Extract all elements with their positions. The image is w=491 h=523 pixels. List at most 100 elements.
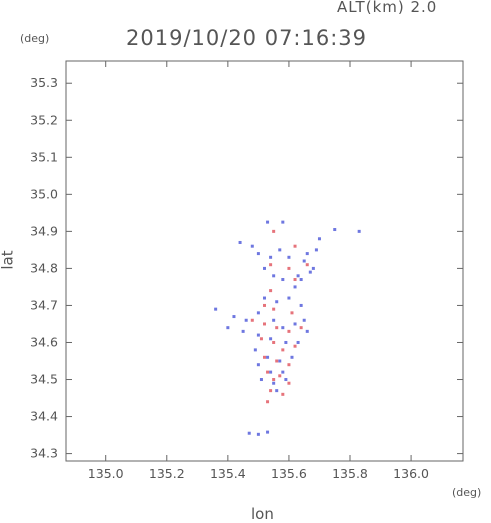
data-point xyxy=(269,370,273,374)
data-point xyxy=(293,285,297,289)
data-point xyxy=(281,278,285,282)
data-point xyxy=(250,318,254,322)
data-point xyxy=(238,240,242,244)
y-tick-label: 34.6 xyxy=(30,334,58,349)
y-axis-unit: (deg) xyxy=(20,32,50,45)
data-point xyxy=(281,370,285,374)
data-point xyxy=(263,266,266,270)
x-axis-label: lon xyxy=(251,505,274,523)
data-point xyxy=(293,278,297,282)
data-point xyxy=(253,348,257,352)
y-tick-label: 34.8 xyxy=(30,260,58,275)
data-point xyxy=(272,274,276,278)
data-point xyxy=(299,303,303,307)
y-tick-label: 34.9 xyxy=(30,223,58,238)
data-point xyxy=(232,315,236,319)
x-tick-label: 135.6 xyxy=(271,466,307,481)
data-point xyxy=(299,278,303,282)
data-point xyxy=(287,329,291,333)
data-point xyxy=(290,311,294,315)
data-point xyxy=(293,344,297,348)
y-tick-label: 35.0 xyxy=(30,186,58,201)
data-point xyxy=(263,322,266,326)
data-point xyxy=(281,220,285,224)
data-point xyxy=(259,378,263,382)
data-point xyxy=(272,318,276,322)
data-point xyxy=(281,326,285,330)
data-point xyxy=(244,318,248,322)
axis-tick-labels: 135.0 135.2 135.4 135.6 135.8 136.0 34.3 34.4 34… xyxy=(30,75,429,481)
data-point xyxy=(284,378,288,382)
data-point xyxy=(287,381,291,385)
data-point xyxy=(333,228,337,232)
data-point xyxy=(263,303,266,307)
x-tick-label: 135.0 xyxy=(88,466,124,481)
data-point xyxy=(281,392,285,396)
data-point xyxy=(263,355,266,359)
data-point xyxy=(241,329,245,333)
data-point xyxy=(296,274,300,278)
data-point xyxy=(278,374,282,378)
data-point xyxy=(299,326,303,330)
data-point xyxy=(266,430,270,434)
data-point xyxy=(269,337,273,341)
data-point xyxy=(275,326,279,330)
data-point xyxy=(284,340,288,344)
data-point xyxy=(269,263,273,267)
data-point xyxy=(269,255,273,259)
data-point xyxy=(269,289,273,293)
data-point xyxy=(256,252,260,256)
data-point xyxy=(250,244,254,248)
data-point xyxy=(263,296,266,300)
data-point xyxy=(266,370,270,374)
data-point xyxy=(287,255,291,259)
data-point xyxy=(290,355,294,359)
data-point xyxy=(275,389,279,393)
data-point xyxy=(247,431,251,435)
data-point xyxy=(269,389,273,393)
data-point xyxy=(226,326,230,330)
x-tick-label: 136.0 xyxy=(393,466,429,481)
data-point xyxy=(305,263,309,267)
x-axis-unit: (deg) xyxy=(452,486,482,499)
data-point xyxy=(357,229,361,233)
axis-ticks xyxy=(66,61,463,461)
data-point xyxy=(256,363,260,367)
y-tick-label: 35.3 xyxy=(30,75,58,90)
y-tick-label: 35.1 xyxy=(30,149,58,164)
data-point xyxy=(275,300,279,304)
data-point xyxy=(278,359,282,363)
data-point xyxy=(308,270,312,274)
data-point xyxy=(272,378,276,382)
data-point xyxy=(266,220,270,224)
data-point xyxy=(272,229,276,233)
data-point xyxy=(293,322,297,326)
data-point xyxy=(302,318,306,322)
data-point xyxy=(266,400,270,404)
data-point xyxy=(272,340,276,344)
data-point xyxy=(214,307,218,311)
data-point xyxy=(256,432,260,436)
x-tick-label: 135.4 xyxy=(210,466,246,481)
timestamp-title: 2019/10/20 07:16:39 xyxy=(126,26,368,50)
data-point xyxy=(287,296,291,300)
data-point xyxy=(275,359,279,363)
y-tick-label: 35.2 xyxy=(30,112,58,127)
data-point xyxy=(287,363,291,367)
y-tick-label: 34.3 xyxy=(30,446,58,461)
y-tick-label: 34.7 xyxy=(30,297,58,312)
y-tick-label: 34.5 xyxy=(30,372,58,387)
data-point xyxy=(256,333,260,337)
data-point xyxy=(287,266,291,270)
plot-frame xyxy=(65,60,464,462)
data-point xyxy=(314,248,318,252)
data-point xyxy=(293,244,297,248)
data-point xyxy=(256,311,260,315)
data-point xyxy=(311,266,315,270)
data-points xyxy=(214,220,361,436)
data-point xyxy=(278,248,282,252)
data-point xyxy=(305,252,309,256)
y-tick-label: 34.4 xyxy=(30,409,58,424)
data-point xyxy=(259,337,263,341)
